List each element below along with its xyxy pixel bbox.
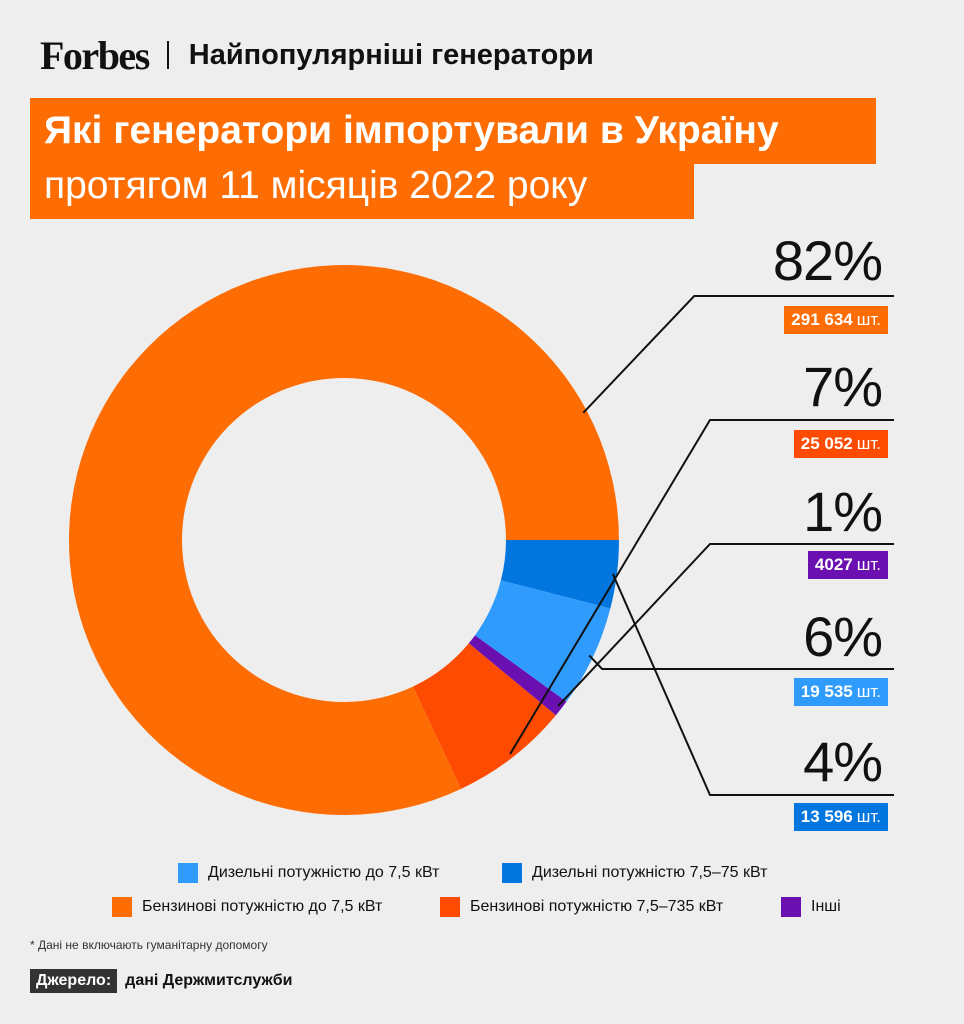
donut-slice: [475, 580, 611, 702]
donut-slice: [412, 643, 556, 789]
brand-logo: Forbes: [40, 32, 150, 78]
legend-label: Бензинові потужністю до 7,5 кВт: [142, 898, 383, 915]
donut-slice: [68, 264, 619, 815]
count-unit: шт.: [856, 807, 881, 826]
legend-swatch: [112, 897, 132, 917]
count-badge: 19 535 шт.: [793, 678, 888, 706]
percent-label: 1%: [803, 480, 883, 543]
donut-slice: [500, 540, 619, 609]
count-value: 4027: [814, 555, 853, 574]
legend-label: Дизельні потужністю до 7,5 кВт: [208, 864, 440, 881]
leader-line: [582, 295, 894, 414]
leader-line: [588, 654, 894, 670]
footnote: * Дані не включають гуманітарну допомогу: [30, 938, 268, 952]
legend-swatch: [440, 897, 460, 917]
leader-line: [509, 419, 894, 755]
count-value: 13 596: [800, 807, 853, 826]
header: Forbes Найпопулярніші генератори: [40, 30, 594, 80]
percent-label: 6%: [803, 605, 883, 668]
count-value: 25 052: [800, 434, 853, 453]
percent-label: 4%: [803, 730, 883, 793]
percent-label: 7%: [803, 355, 883, 418]
count-badge: 25 052 шт.: [793, 430, 888, 458]
count-unit: шт.: [856, 434, 881, 453]
legend-swatch: [502, 863, 522, 883]
legend-item: Дизельні потужністю 7,5–75 кВт: [502, 863, 767, 883]
count-badge: 4027 шт.: [807, 551, 888, 579]
count-value: 291 634: [791, 310, 853, 329]
legend-item: Бензинові потужністю 7,5–735 кВт: [440, 897, 723, 917]
leader-line: [557, 543, 894, 707]
section-title: Найпопулярніші генератори: [188, 38, 594, 71]
source-label: Джерело:: [30, 969, 118, 993]
legend-label: Дизельні потужністю 7,5–75 кВт: [532, 864, 768, 881]
chart-subtitle-text: протягом 11 місяців 2022 року: [44, 164, 588, 207]
legend-swatch: [781, 897, 801, 917]
legend-item: Інші: [781, 897, 841, 917]
leader-line: [611, 573, 894, 796]
count-badge: 291 634 шт.: [784, 306, 888, 334]
chart-title-text: Які генератори імпортували в Україну: [44, 109, 779, 152]
source-text: дані Держмитслужби: [125, 972, 293, 989]
legend-label: Інші: [811, 898, 841, 915]
source: Джерело: дані Держмитслужби: [30, 969, 292, 993]
count-unit: шт.: [856, 555, 881, 574]
chart-subtitle: протягом 11 місяців 2022 року: [30, 153, 694, 219]
donut-slice: [468, 635, 567, 716]
percent-label: 82%: [772, 229, 883, 292]
count-unit: шт.: [856, 682, 881, 701]
count-badge: 13 596 шт.: [793, 803, 888, 831]
legend-item: Бензинові потужністю до 7,5 кВт: [112, 897, 382, 917]
count-unit: шт.: [856, 310, 881, 329]
legend-item: Дизельні потужністю до 7,5 кВт: [178, 863, 439, 883]
legend-label: Бензинові потужністю 7,5–735 кВт: [470, 898, 724, 915]
legend-swatch: [178, 863, 198, 883]
header-divider: [166, 41, 169, 69]
count-value: 19 535: [800, 682, 853, 701]
chart-title: Які генератори імпортували в Україну: [30, 98, 876, 164]
